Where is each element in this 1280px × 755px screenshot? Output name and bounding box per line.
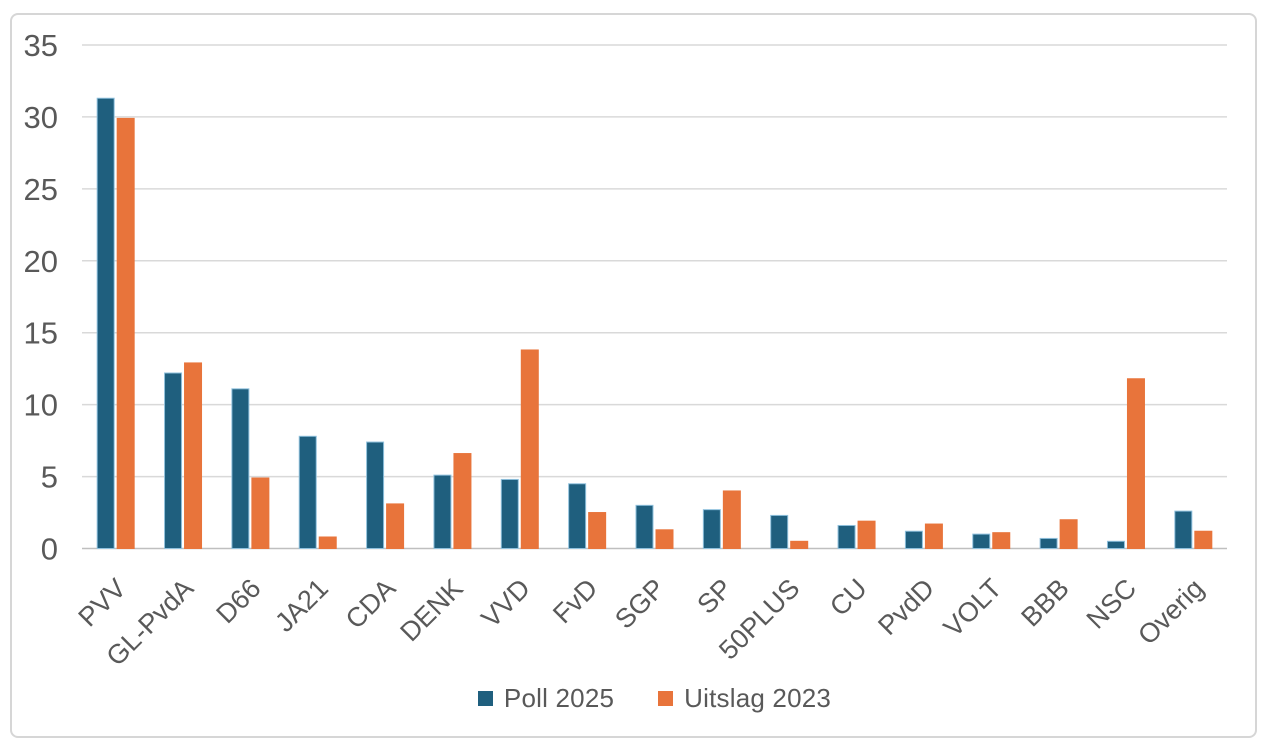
bar-poll-2025-overig	[1174, 510, 1193, 549]
x-axis-label-overig: Overig	[1132, 573, 1209, 650]
bar-uitslag-2023-overig	[1194, 530, 1213, 549]
y-axis-tick-label-5: 5	[41, 460, 58, 495]
y-axis-tick-label-20: 20	[24, 244, 58, 279]
bar-uitslag-2023-d66	[251, 477, 270, 550]
chart-frame	[10, 13, 1257, 738]
x-axis-label-denk: DENK	[394, 573, 468, 647]
x-axis-label-sp: SP	[691, 573, 738, 620]
legend-label-uitslag-2023: Uitslag 2023	[684, 682, 832, 713]
y-axis-tick-label-30: 30	[24, 100, 58, 135]
bar-uitslag-2023-ja21	[318, 536, 337, 550]
bar-uitslag-2023-bbb	[1059, 519, 1078, 550]
bar-poll-2025-fvd	[568, 483, 587, 549]
x-axis-label-vvd: VVD	[476, 573, 536, 633]
legend-item-poll-2025: Poll 2025	[477, 682, 615, 714]
x-axis-label-fvd: FvD	[547, 573, 603, 629]
bar-poll-2025-cu	[837, 524, 856, 549]
bar-poll-2025-vvd	[500, 478, 519, 550]
bar-uitslag-2023-pvv	[116, 117, 135, 549]
bar-uitslag-2023-vvd	[520, 349, 539, 549]
y-axis-tick-label-35: 35	[24, 28, 58, 63]
x-axis-label-d66: D66	[210, 573, 266, 629]
bar-poll-2025-nsc	[1106, 540, 1125, 549]
bar-poll-2025-d66	[231, 388, 250, 549]
legend-swatch-poll-2025-icon	[477, 690, 493, 706]
bar-poll-2025-ja21	[298, 435, 317, 550]
x-axis-label-cu: CU	[824, 573, 873, 622]
legend-label-poll-2025: Poll 2025	[503, 682, 615, 713]
y-axis-tick-label-0: 0	[41, 532, 58, 567]
bar-poll-2025-volt	[972, 533, 991, 549]
legend-item-uitslag-2023: Uitslag 2023	[658, 683, 831, 714]
x-axis-label-volt: VOLT	[938, 573, 1008, 643]
x-axis-label-nsc: NSC	[1081, 573, 1143, 635]
bar-poll-2025-sp	[702, 509, 721, 549]
y-axis-tick-label-15: 15	[24, 316, 58, 351]
bar-poll-2025-denk	[433, 474, 452, 549]
x-axis-label-bbb: BBB	[1015, 573, 1074, 632]
bar-uitslag-2023-gl-pvda	[184, 362, 203, 549]
bar-uitslag-2023-cu	[857, 520, 876, 549]
bar-uitslag-2023-50plus	[790, 540, 809, 549]
bar-poll-2025-pvdd	[904, 530, 923, 549]
bar-poll-2025-gl-pvda	[164, 372, 183, 549]
x-axis-label-pvdd: PvdD	[872, 573, 940, 641]
x-axis-label-sgp: SGP	[609, 573, 671, 635]
bar-uitslag-2023-nsc	[1126, 378, 1145, 549]
bar-uitslag-2023-sgp	[655, 529, 674, 550]
bar-uitslag-2023-cda	[386, 503, 405, 550]
bar-uitslag-2023-pvdd	[924, 523, 943, 550]
bar-poll-2025-50plus	[770, 514, 789, 549]
bar-poll-2025-pvv	[96, 97, 115, 549]
x-axis-label-ja21: JA21	[269, 573, 334, 638]
bar-poll-2025-bbb	[1039, 537, 1058, 549]
x-axis-label-cda: CDA	[340, 573, 402, 635]
bar-uitslag-2023-volt	[992, 532, 1011, 550]
y-axis-tick-label-10: 10	[24, 388, 58, 423]
bar-poll-2025-sgp	[635, 504, 654, 550]
y-axis-tick-label-25: 25	[24, 172, 58, 207]
bar-uitslag-2023-sp	[722, 490, 741, 550]
legend-swatch-uitslag-2023-icon	[658, 690, 674, 706]
chart-legend: Poll 2025 Uitslag 2023	[82, 678, 1227, 718]
x-axis-label-pvv: PVV	[73, 573, 132, 632]
bar-poll-2025-cda	[366, 441, 385, 549]
bar-uitslag-2023-denk	[453, 453, 472, 550]
bar-uitslag-2023-fvd	[588, 512, 607, 549]
